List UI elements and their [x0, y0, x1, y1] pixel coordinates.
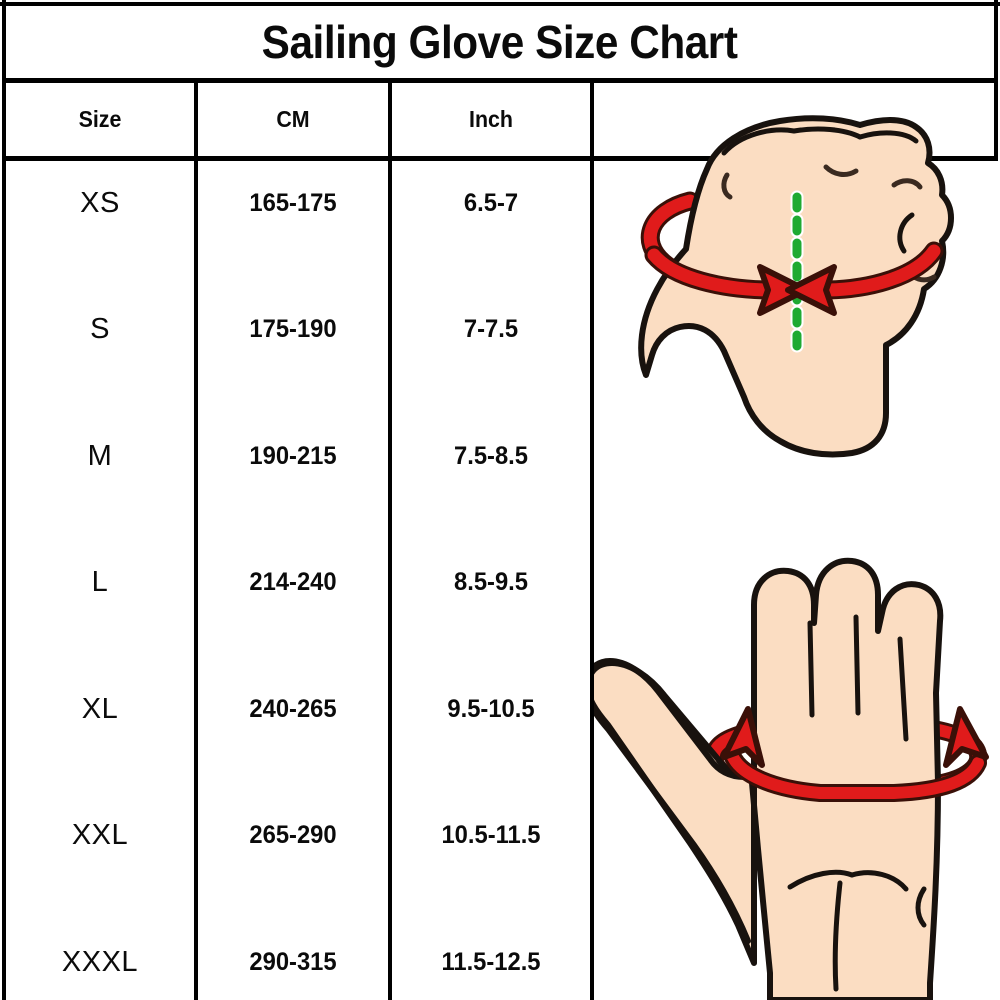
table-row: 8.5-9.5: [454, 567, 528, 596]
red-measure-loop-palm: [721, 706, 989, 802]
table-row: 265-290: [249, 820, 337, 849]
table-row: 10.5-11.5: [441, 820, 541, 849]
open-palm-illustration: [594, 557, 989, 1000]
column-divider-3: [590, 83, 594, 1000]
column-header-size: Size: [78, 106, 122, 132]
table-row: M: [87, 439, 113, 472]
table-row: 165-175: [249, 188, 337, 217]
table-row: XXXL: [61, 945, 139, 978]
table-row: L: [91, 565, 109, 598]
column-header-cm: CM: [276, 106, 310, 132]
table-row: XXL: [71, 818, 129, 851]
column-divider-1: [194, 83, 198, 1000]
table-row: 190-215: [249, 441, 337, 470]
frame-left-border: [2, 0, 6, 1000]
measurement-illustration-panel: [594, 83, 1000, 1000]
column-divider-2: [388, 83, 392, 1000]
header-separator-rule: [2, 156, 998, 161]
title-separator-rule: [2, 78, 998, 83]
page-title: Sailing Glove Size Chart: [262, 16, 738, 68]
table-row: 7.5-8.5: [454, 441, 528, 470]
closed-fist-illustration: [638, 115, 954, 458]
table-row: 240-265: [249, 694, 337, 723]
table-row: 290-315: [249, 947, 337, 976]
table-row: 6.5-7: [463, 188, 519, 217]
table-row: 11.5-12.5: [441, 947, 541, 976]
table-row: XS: [80, 186, 120, 219]
table-row: 7-7.5: [463, 314, 519, 343]
column-header-inch: Inch: [469, 106, 513, 132]
red-measure-loop-knuckles: [644, 241, 944, 316]
chart-title-band: Sailing Glove Size Chart: [6, 6, 994, 78]
table-row: 214-240: [249, 567, 337, 596]
table-row: 9.5-10.5: [447, 694, 535, 723]
table-row: XL: [81, 692, 119, 725]
table-row: S: [90, 312, 110, 345]
table-row: 175-190: [249, 314, 337, 343]
frame-top-border: [0, 2, 1000, 6]
